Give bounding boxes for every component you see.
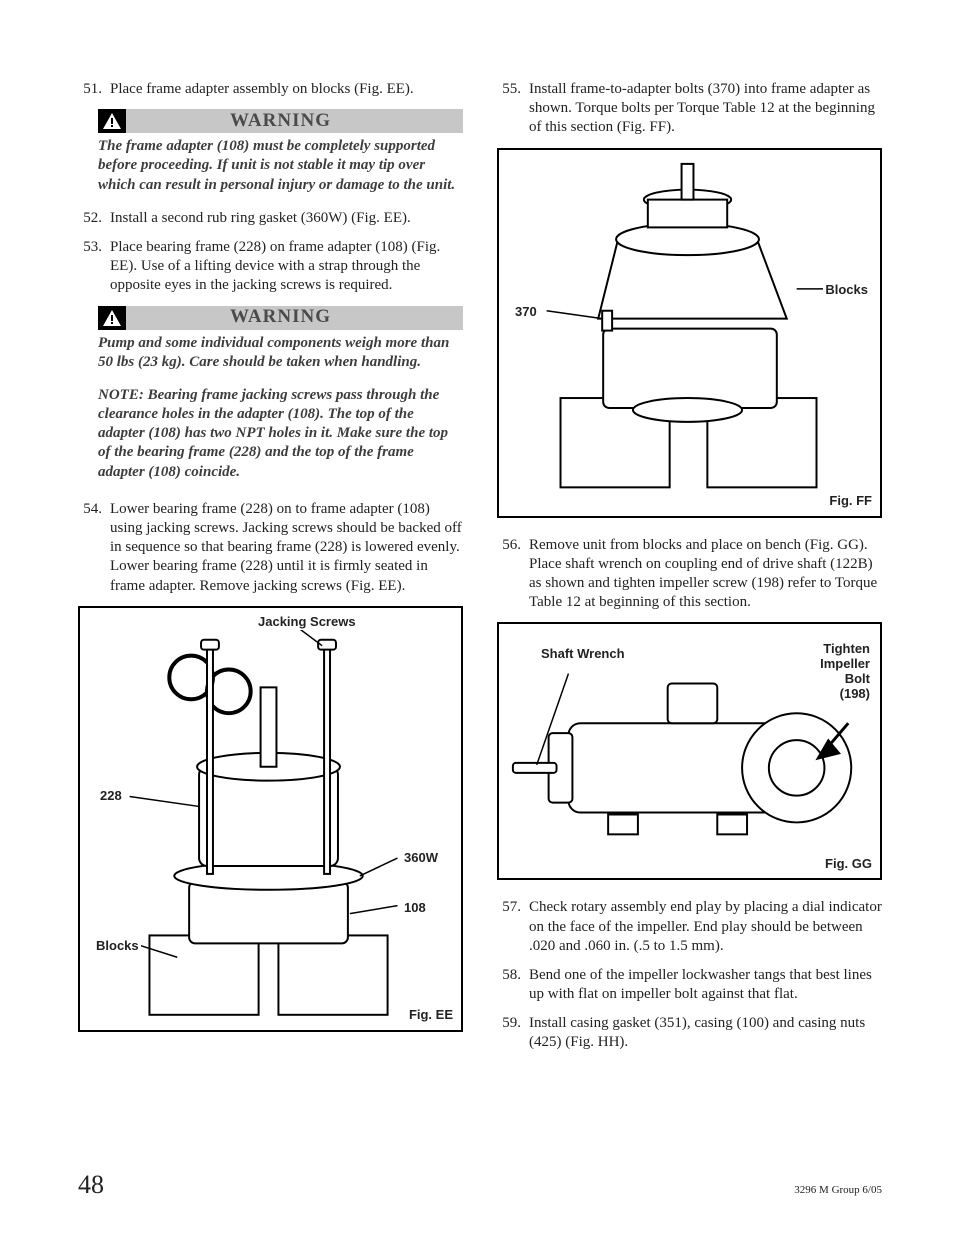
note-text: NOTE: Bearing frame jacking screws pass … — [98, 386, 463, 482]
step-number: 53. — [78, 238, 110, 296]
page-number: 48 — [78, 1168, 104, 1201]
label-jacking-screws: Jacking Screws — [256, 614, 358, 631]
step-number: 57. — [497, 898, 529, 956]
warning-triangle-icon — [98, 306, 126, 330]
step-text: Place bearing frame (228) on frame adapt… — [110, 238, 463, 296]
step-59: 59. Install casing gasket (351), casing … — [497, 1014, 882, 1052]
figure-ee-caption: Fig. EE — [409, 1007, 453, 1024]
step-53: 53. Place bearing frame (228) on frame a… — [78, 238, 463, 296]
warning-bar: WARNING — [98, 306, 463, 330]
step-55: 55. Install frame-to-adapter bolts (370)… — [497, 80, 882, 138]
label-blocks: Blocks — [823, 282, 870, 299]
step-text: Lower bearing frame (228) on to frame ad… — [110, 500, 463, 596]
label-shaft-wrench: Shaft Wrench — [539, 646, 627, 663]
label-360w: 360W — [402, 850, 440, 867]
label-108: 108 — [402, 900, 428, 917]
label-tighten-l1: Tighten — [820, 642, 870, 657]
figure-gg-caption: Fig. GG — [825, 856, 872, 873]
label-tighten-l2: Impeller — [820, 657, 870, 672]
step-text: Install a second rub ring gasket (360W) … — [110, 209, 463, 228]
label-tighten-l4: (198) — [820, 687, 870, 702]
warning-1-text: The frame adapter (108) must be complete… — [98, 137, 463, 195]
step-number: 55. — [497, 80, 529, 138]
left-column: 51. Place frame adapter assembly on bloc… — [78, 80, 463, 1063]
step-number: 51. — [78, 80, 110, 99]
step-number: 52. — [78, 209, 110, 228]
figure-ff-illustration-icon — [499, 150, 880, 517]
step-text: Install casing gasket (351), casing (100… — [529, 1014, 882, 1052]
warning-bar: WARNING — [98, 109, 463, 133]
right-column: 55. Install frame-to-adapter bolts (370)… — [497, 80, 882, 1063]
step-number: 54. — [78, 500, 110, 596]
step-text: Install frame-to-adapter bolts (370) int… — [529, 80, 882, 138]
step-number: 56. — [497, 536, 529, 613]
step-text: Bend one of the impeller lockwasher tang… — [529, 966, 882, 1004]
figure-ee: Jacking Screws 228 360W 108 Blocks Fig. … — [78, 606, 463, 1032]
page: 51. Place frame adapter assembly on bloc… — [0, 0, 954, 1235]
step-number: 59. — [497, 1014, 529, 1052]
columns: 51. Place frame adapter assembly on bloc… — [78, 80, 882, 1063]
label-370: 370 — [513, 304, 539, 321]
figure-gg: Shaft Wrench Tighten Impeller Bolt (198)… — [497, 622, 882, 880]
step-52: 52. Install a second rub ring gasket (36… — [78, 209, 463, 228]
step-number: 58. — [497, 966, 529, 1004]
label-tighten-l3: Bolt — [820, 672, 870, 687]
label-228: 228 — [98, 788, 124, 805]
footer-right: 3296 M Group 6/05 — [794, 1183, 882, 1197]
warning-2-text: Pump and some individual components weig… — [98, 334, 463, 372]
warning-label: WARNING — [126, 109, 463, 133]
warning-label: WARNING — [126, 305, 463, 329]
step-58: 58. Bend one of the impeller lockwasher … — [497, 966, 882, 1004]
figure-ff: 370 Blocks Fig. FF — [497, 148, 882, 518]
step-text: Place frame adapter assembly on blocks (… — [110, 80, 463, 99]
step-text: Remove unit from blocks and place on ben… — [529, 536, 882, 613]
warning-triangle-icon — [98, 109, 126, 133]
step-54: 54. Lower bearing frame (228) on to fram… — [78, 500, 463, 596]
step-text: Check rotary assembly end play by placin… — [529, 898, 882, 956]
label-blocks: Blocks — [94, 938, 141, 955]
step-56: 56. Remove unit from blocks and place on… — [497, 536, 882, 613]
figure-ee-illustration-icon — [80, 608, 461, 1031]
label-tighten-impeller: Tighten Impeller Bolt (198) — [820, 642, 870, 702]
figure-ff-caption: Fig. FF — [829, 493, 872, 510]
step-57: 57. Check rotary assembly end play by pl… — [497, 898, 882, 956]
step-51: 51. Place frame adapter assembly on bloc… — [78, 80, 463, 99]
